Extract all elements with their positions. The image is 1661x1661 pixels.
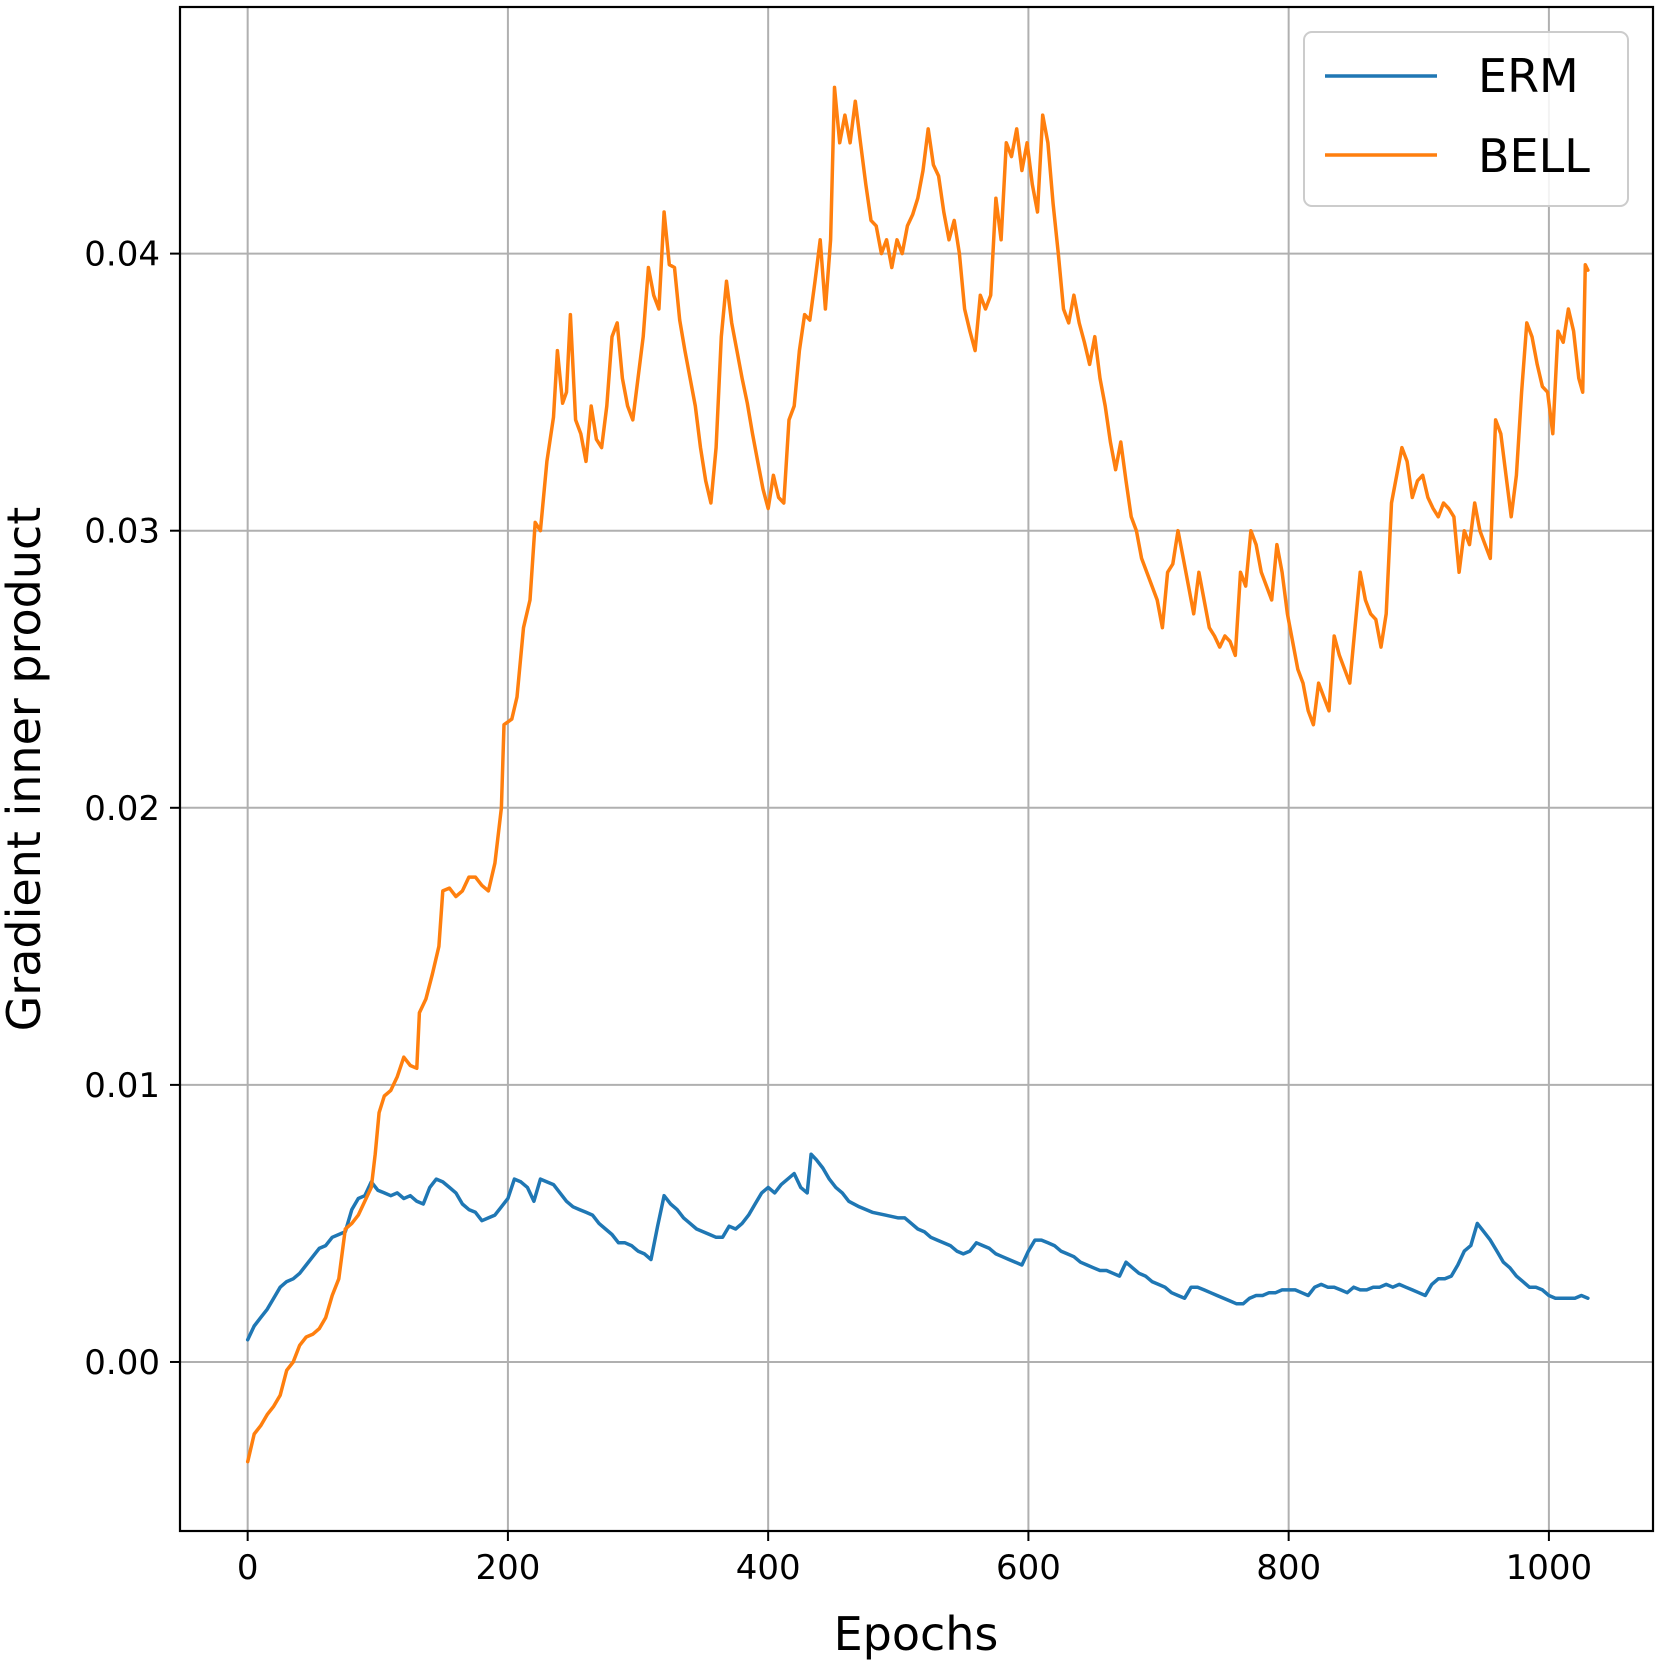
legend-label-erm: ERM — [1478, 49, 1579, 103]
y-tick-label: 0.03 — [84, 512, 160, 552]
x-tick-label: 800 — [1256, 1548, 1321, 1588]
x-axis-label: Epochs — [834, 1607, 999, 1661]
x-tick-label: 200 — [475, 1548, 540, 1588]
legend: ERM BELL — [1303, 31, 1629, 207]
y-tick-label: 0.00 — [84, 1343, 160, 1383]
legend-label-bell: BELL — [1478, 129, 1590, 183]
axes-frame — [178, 5, 1655, 1533]
x-axis: 0 200 400 600 800 1000 — [237, 1531, 1592, 1588]
series-line-bell — [245, 85, 1590, 1464]
grid-lines — [180, 7, 1653, 1531]
plot-area — [245, 85, 1590, 1464]
y-axis-label: Gradient inner product — [0, 507, 51, 1032]
x-tick-label: 600 — [996, 1548, 1061, 1588]
x-tick-label: 0 — [237, 1548, 259, 1588]
y-tick-label: 0.02 — [84, 789, 160, 829]
y-tick-label: 0.04 — [84, 235, 160, 275]
x-tick-label: 1000 — [1506, 1548, 1593, 1588]
series-line-erm — [245, 1152, 1590, 1342]
y-axis: 0.00 0.01 0.02 0.03 0.04 — [84, 235, 180, 1383]
x-tick-label: 400 — [736, 1548, 801, 1588]
y-tick-label: 0.01 — [84, 1066, 160, 1106]
